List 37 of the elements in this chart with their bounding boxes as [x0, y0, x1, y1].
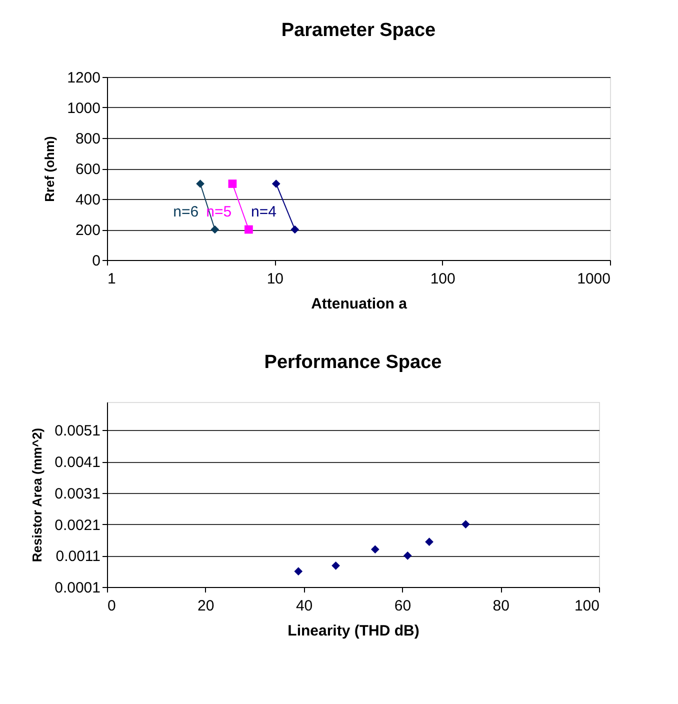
x-axis-title: Attenuation a — [311, 296, 408, 312]
y-tick-label: 800 — [75, 130, 100, 148]
series-label: n=6 — [173, 204, 199, 221]
y-axis-title: Rref (ohm) — [42, 136, 58, 202]
chart-title: Performance Space — [264, 352, 442, 373]
y-tick-label: 0.0001 — [54, 580, 100, 596]
x-tick-label: 80 — [492, 598, 510, 614]
x-tick-label: 1 — [108, 270, 116, 288]
x-tick-label: 40 — [296, 598, 313, 614]
x-axis-title: Linearity (THD dB) — [288, 622, 420, 640]
y-tick-label: 1200 — [67, 70, 100, 86]
point — [332, 561, 340, 570]
y-axis-title: Resistor Area (mm^2) — [30, 428, 45, 562]
y-tick-label: 200 — [75, 222, 100, 239]
x-tick-label: 1000 — [577, 270, 610, 288]
y-tick-label: 0.0041 — [54, 454, 100, 472]
y-tick-label: 0 — [92, 252, 100, 270]
x-tick-label: 10 — [266, 270, 284, 288]
point — [425, 538, 434, 546]
x-tick-label: 0 — [108, 598, 116, 614]
x-tick-label: 100 — [430, 270, 456, 288]
y-tick-label: 600 — [75, 161, 100, 178]
y-tick-label: 0.0051 — [54, 422, 100, 440]
y-tick-label: 0.0031 — [54, 485, 100, 502]
point — [403, 551, 412, 560]
point — [461, 520, 470, 528]
point — [294, 567, 303, 576]
x-tick-label: 20 — [198, 598, 214, 614]
y-tick-label: 0.0021 — [54, 516, 100, 534]
x-tick-label: 60 — [394, 598, 412, 614]
y-tick-label: 1000 — [67, 100, 100, 117]
x-tick-label: 100 — [574, 598, 600, 614]
series-label: n=4 — [251, 204, 276, 221]
chart-title: Parameter Space — [281, 20, 436, 41]
y-tick-label: 400 — [75, 192, 100, 208]
y-tick-label: 0.0011 — [56, 548, 100, 566]
point — [370, 545, 380, 554]
